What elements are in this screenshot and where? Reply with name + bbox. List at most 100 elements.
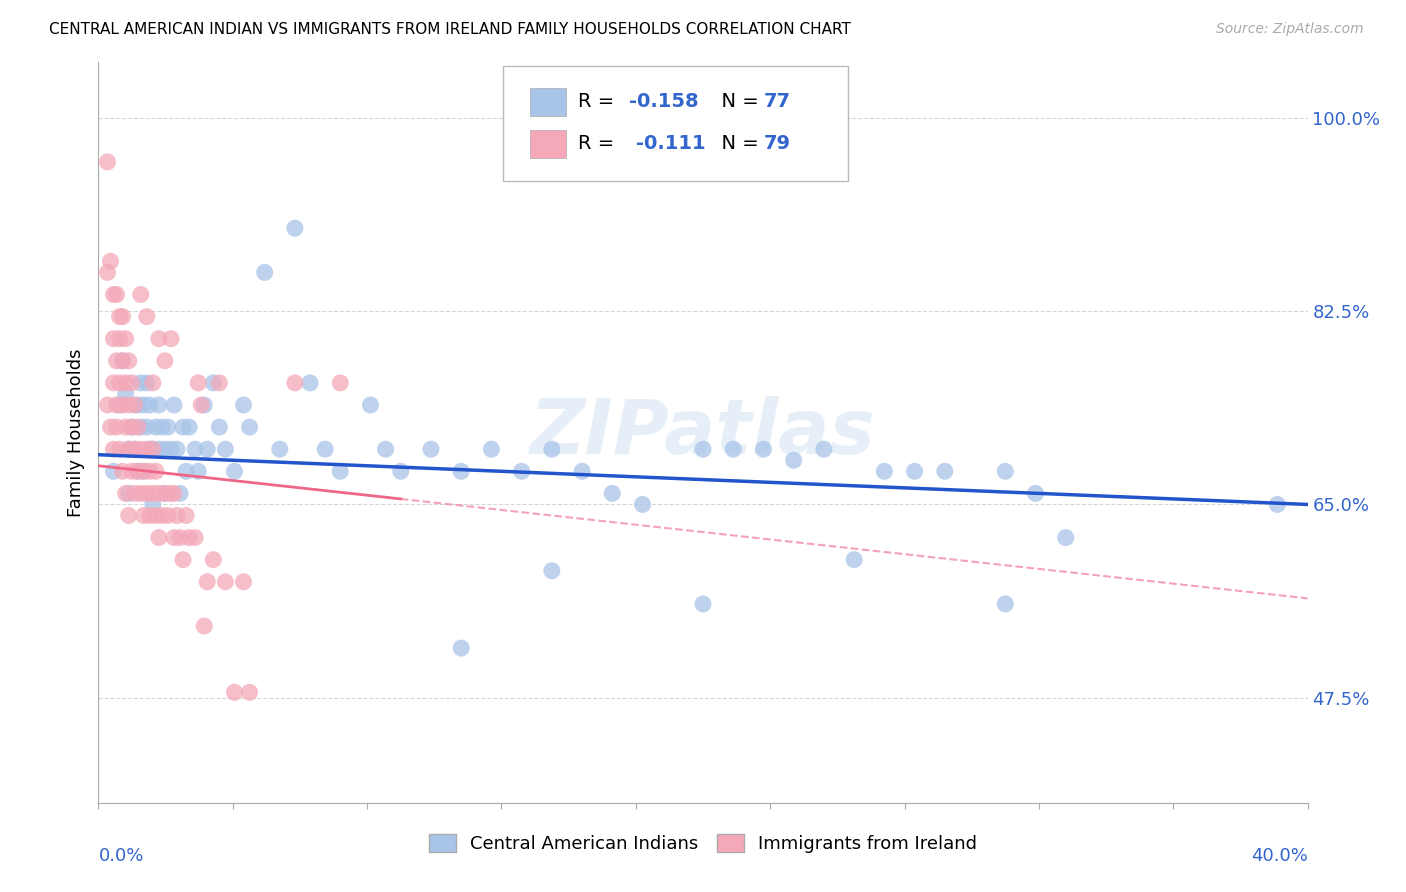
- Point: [132, 508, 155, 523]
- Point: [121, 376, 143, 390]
- Point: [172, 420, 194, 434]
- Point: [142, 442, 165, 457]
- Point: [224, 685, 246, 699]
- Point: [139, 442, 162, 457]
- Point: [105, 353, 128, 368]
- Legend: Central American Indians, Immigrants from Ireland: Central American Indians, Immigrants fro…: [422, 827, 984, 861]
- Point: [111, 464, 134, 478]
- Point: [169, 486, 191, 500]
- Text: 79: 79: [763, 135, 790, 153]
- Point: [96, 265, 118, 279]
- FancyBboxPatch shape: [530, 87, 567, 116]
- Point: [232, 398, 254, 412]
- Point: [208, 420, 231, 434]
- Point: [121, 420, 143, 434]
- Point: [224, 464, 246, 478]
- Point: [904, 464, 927, 478]
- Point: [174, 464, 197, 478]
- Point: [166, 442, 188, 457]
- Point: [163, 486, 186, 500]
- Point: [160, 332, 183, 346]
- Point: [142, 442, 165, 457]
- Point: [510, 464, 533, 478]
- Point: [111, 310, 134, 324]
- Point: [153, 486, 176, 500]
- Point: [135, 420, 157, 434]
- Point: [129, 287, 152, 301]
- Text: N =: N =: [709, 135, 765, 153]
- Point: [124, 442, 146, 457]
- Point: [105, 398, 128, 412]
- Text: R =: R =: [578, 92, 621, 112]
- Point: [450, 464, 472, 478]
- Point: [239, 685, 262, 699]
- Point: [103, 464, 125, 478]
- Point: [127, 464, 149, 478]
- Point: [135, 442, 157, 457]
- Point: [148, 442, 170, 457]
- Point: [540, 442, 562, 457]
- Point: [108, 310, 131, 324]
- Point: [214, 442, 236, 457]
- Point: [145, 508, 167, 523]
- Text: 77: 77: [763, 92, 790, 112]
- Point: [481, 442, 503, 457]
- Point: [108, 376, 131, 390]
- Point: [239, 420, 262, 434]
- Point: [132, 464, 155, 478]
- Point: [150, 508, 173, 523]
- Point: [1054, 531, 1077, 545]
- Point: [118, 442, 141, 457]
- Point: [139, 508, 162, 523]
- Point: [692, 597, 714, 611]
- Point: [114, 376, 136, 390]
- Point: [269, 442, 291, 457]
- Text: -0.111: -0.111: [637, 135, 706, 153]
- Point: [329, 376, 352, 390]
- Point: [873, 464, 896, 478]
- Point: [156, 508, 179, 523]
- Point: [179, 531, 201, 545]
- Point: [179, 420, 201, 434]
- Point: [284, 376, 307, 390]
- Point: [187, 376, 209, 390]
- Point: [100, 420, 122, 434]
- Point: [118, 353, 141, 368]
- Point: [129, 420, 152, 434]
- Point: [132, 398, 155, 412]
- Point: [142, 498, 165, 512]
- Point: [602, 486, 624, 500]
- Point: [208, 376, 231, 390]
- Point: [571, 464, 593, 478]
- Point: [284, 221, 307, 235]
- Point: [153, 442, 176, 457]
- Point: [114, 332, 136, 346]
- Y-axis label: Family Households: Family Households: [66, 349, 84, 516]
- Point: [202, 552, 225, 566]
- Point: [100, 254, 122, 268]
- Point: [450, 641, 472, 656]
- Point: [135, 310, 157, 324]
- Point: [631, 498, 654, 512]
- Point: [844, 552, 866, 566]
- Point: [108, 398, 131, 412]
- Point: [145, 420, 167, 434]
- Text: 40.0%: 40.0%: [1251, 847, 1308, 865]
- Point: [420, 442, 443, 457]
- Point: [314, 442, 336, 457]
- Point: [190, 398, 212, 412]
- Point: [187, 464, 209, 478]
- Point: [103, 287, 125, 301]
- Point: [934, 464, 956, 478]
- Point: [156, 420, 179, 434]
- Point: [124, 486, 146, 500]
- Point: [150, 420, 173, 434]
- Point: [160, 486, 183, 500]
- Point: [105, 420, 128, 434]
- Point: [118, 398, 141, 412]
- Point: [114, 486, 136, 500]
- Point: [124, 398, 146, 412]
- Point: [111, 353, 134, 368]
- Point: [111, 353, 134, 368]
- Point: [121, 420, 143, 434]
